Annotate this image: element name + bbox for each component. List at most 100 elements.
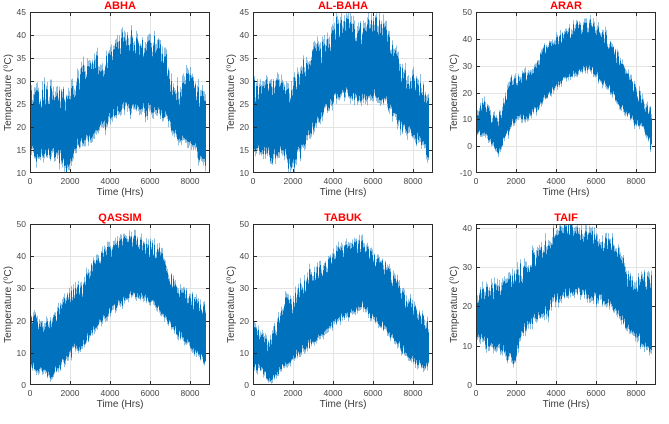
x-tick-label: 6000 <box>586 388 606 398</box>
y-tick-label: 10 <box>16 168 26 178</box>
x-tick-label: 2000 <box>506 176 526 186</box>
x-tick-label: 8000 <box>403 388 423 398</box>
x-tick-label: 8000 <box>180 388 200 398</box>
y-axis-label: Temperature (⁰C) <box>225 266 237 343</box>
x-tick-label: 6000 <box>363 388 383 398</box>
x-axis-label: Time (Hrs) <box>96 399 144 410</box>
x-tick-label: 4000 <box>546 388 566 398</box>
x-tick-label: 2000 <box>283 176 303 186</box>
plot-canvas <box>476 12 656 173</box>
y-tick-label: 50 <box>16 219 26 229</box>
y-tick-label: 20 <box>462 301 472 312</box>
y-tick-label: 30 <box>462 60 472 71</box>
y-axis-label: Temperature (⁰C) <box>2 266 14 343</box>
y-axis-label-wrap: Temperature (⁰C) <box>222 224 240 385</box>
y-tick-label: 20 <box>16 122 26 132</box>
x-tick-label: 2000 <box>283 388 303 398</box>
y-tick-label: 25 <box>239 99 249 109</box>
y-tick-label: 40 <box>462 222 472 233</box>
x-tick-label: 6000 <box>586 176 606 186</box>
y-axis-label: Temperature (⁰C) <box>2 54 14 131</box>
y-tick-label: 20 <box>239 315 249 326</box>
x-tick-label: 8000 <box>626 388 646 398</box>
x-tick-label: 0 <box>27 388 33 398</box>
x-tick-label: 6000 <box>363 176 383 186</box>
x-tick-label: 0 <box>250 176 256 186</box>
y-tick-label: 10 <box>462 114 472 125</box>
x-tick-label: 0 <box>473 388 479 398</box>
y-tick-label: 20 <box>239 122 249 132</box>
plot-canvas <box>476 224 656 385</box>
x-tick-label: 8000 <box>180 176 200 186</box>
y-tick-label: 45 <box>16 7 26 17</box>
x-axis-label: Time (Hrs) <box>542 399 590 410</box>
subplot: TAIF Temperature (⁰C) Time (Hrs) 0 10 20 30… <box>446 212 669 424</box>
y-tick-label: 25 <box>16 99 26 109</box>
y-tick-label: 35 <box>239 53 249 63</box>
x-tick-label: 0 <box>473 176 479 186</box>
y-tick-label: 20 <box>462 87 472 98</box>
x-tick-label: 4000 <box>100 388 120 398</box>
x-axis-label: Time (Hrs) <box>96 187 144 198</box>
y-tick-label: 0 <box>21 380 26 390</box>
y-tick-label: 40 <box>239 30 249 40</box>
y-tick-label: -10 <box>459 168 472 178</box>
x-tick-label: 4000 <box>323 176 343 186</box>
y-tick-label: 15 <box>239 145 249 155</box>
subplot: ARAR Temperature (⁰C) Time (Hrs) -10 0 10 2… <box>446 0 669 212</box>
plot-canvas <box>253 12 433 173</box>
subplot-title: AL-BAHA <box>317 0 369 12</box>
x-axis-label: Time (Hrs) <box>319 187 367 198</box>
x-tick-label: 2000 <box>60 388 80 398</box>
subplot-title: ARAR <box>550 0 582 12</box>
y-tick-label: 50 <box>239 219 249 229</box>
y-tick-label: 40 <box>239 251 249 262</box>
y-tick-label: 30 <box>16 283 26 294</box>
y-tick-label: 30 <box>462 262 472 273</box>
y-tick-label: 40 <box>16 30 26 40</box>
y-tick-label: 35 <box>16 53 26 63</box>
y-tick-label: 15 <box>16 145 26 155</box>
x-tick-label: 2000 <box>60 176 80 186</box>
y-tick-label: 10 <box>239 168 249 178</box>
subplot: TABUK Temperature (⁰C) Time (Hrs) 0 10 20 3… <box>223 212 446 424</box>
y-tick-label: 10 <box>239 347 249 358</box>
x-axis-label: Time (Hrs) <box>542 187 590 198</box>
x-tick-label: 6000 <box>140 388 160 398</box>
y-tick-label: 0 <box>467 380 472 390</box>
subplot-title: QASSIM <box>98 212 142 224</box>
y-tick-label: 0 <box>467 141 472 152</box>
y-tick-label: 40 <box>16 251 26 262</box>
x-tick-label: 4000 <box>323 388 343 398</box>
subplot-title: TABUK <box>324 212 362 224</box>
plot-canvas <box>30 224 210 385</box>
y-tick-label: 30 <box>239 76 249 86</box>
y-tick-label: 50 <box>462 7 472 17</box>
y-axis-label-wrap: Temperature (⁰C) <box>0 224 17 385</box>
subplot-title: ABHA <box>104 0 136 12</box>
plot-canvas <box>253 224 433 385</box>
x-tick-label: 2000 <box>506 388 526 398</box>
y-tick-label: 45 <box>239 7 249 17</box>
y-tick-label: 20 <box>16 315 26 326</box>
x-axis-label: Time (Hrs) <box>319 399 367 410</box>
x-tick-label: 0 <box>27 176 33 186</box>
y-tick-label: 0 <box>244 380 249 390</box>
y-tick-label: 30 <box>16 76 26 86</box>
x-tick-label: 4000 <box>546 176 566 186</box>
x-tick-label: 4000 <box>100 176 120 186</box>
plot-canvas <box>30 12 210 173</box>
x-tick-label: 0 <box>250 388 256 398</box>
y-tick-label: 10 <box>16 347 26 358</box>
subplot: ABHA Temperature (⁰C) Time (Hrs) 10 15 20 2… <box>0 0 223 212</box>
x-tick-label: 8000 <box>403 176 423 186</box>
y-tick-label: 30 <box>239 283 249 294</box>
x-tick-label: 6000 <box>140 176 160 186</box>
subplot-title: TAIF <box>554 212 578 224</box>
y-tick-label: 40 <box>462 33 472 44</box>
x-tick-label: 8000 <box>626 176 646 186</box>
subplot: QASSIM Temperature (⁰C) Time (Hrs) 0 10 20… <box>0 212 223 424</box>
y-tick-label: 10 <box>462 340 472 351</box>
subplot: AL-BAHA Temperature (⁰C) Time (Hrs) 10 15… <box>223 0 446 212</box>
